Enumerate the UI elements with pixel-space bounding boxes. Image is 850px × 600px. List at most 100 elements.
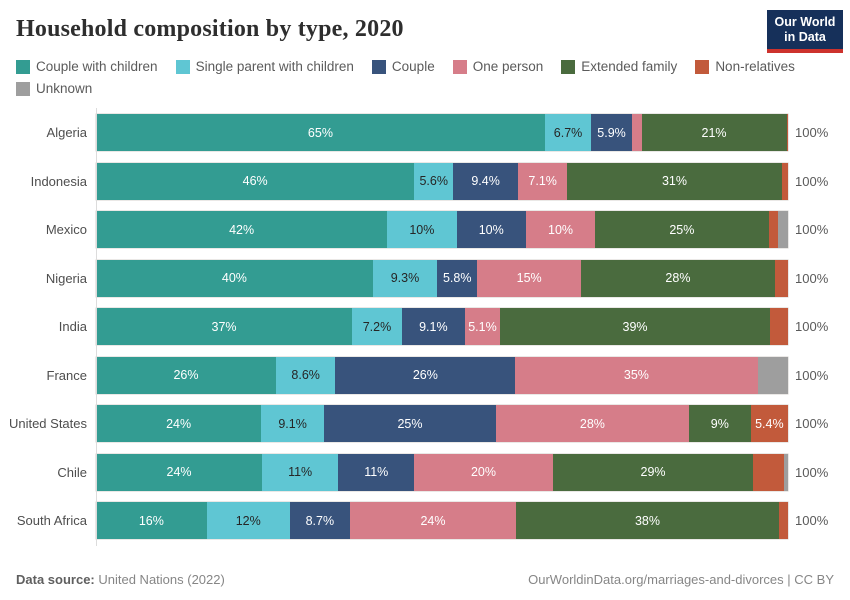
legend-label: Couple with children [36,59,158,74]
segment-value-label: 65% [307,125,333,140]
bar-segment[interactable] [753,453,784,491]
bar-segment[interactable]: 38% [516,502,779,539]
stacked-bar: 42% 10% 10% 10% 25% [96,211,788,248]
segment-value-label: 28% [579,416,605,431]
country-label: Mexico [45,222,87,237]
bar-segment[interactable]: 24% [96,405,262,442]
bar-segment[interactable] [781,162,788,200]
bar-segment[interactable]: 20% [414,453,553,491]
bar-segment[interactable]: 5.6% [414,162,454,200]
owid-logo-line1: Our World [774,15,836,29]
bar-segment[interactable] [631,114,642,151]
bar-segment[interactable]: 6.7% [544,114,592,151]
bar-row: United States 24% 9.1% 25% 28% 9% 5.4% 100% [0,405,850,442]
segment-value-label: 5.8% [442,271,472,285]
segment-value-label: 12% [235,513,261,528]
country-label: France [46,367,87,383]
bar-segment[interactable]: 26% [335,356,516,394]
bar-segment[interactable]: 9.1% [401,308,465,345]
bar-segment[interactable]: 21% [641,114,787,151]
legend-label: Extended family [581,59,678,74]
bar-segment[interactable]: 29% [552,453,754,491]
bar-segment[interactable]: 10% [387,211,457,248]
bar-segment[interactable]: 11% [262,453,339,491]
bar-segment[interactable]: 26% [96,356,276,394]
bar-segment[interactable]: 8.7% [289,502,350,539]
bar-segment[interactable] [768,211,778,248]
bar-segment[interactable]: 5.9% [591,114,632,151]
stacked-bar: 26% 8.6% 26% 35% [96,356,788,394]
segment-value-label: 6.7% [553,125,583,140]
total-label: 100% [795,416,829,431]
bar-segment[interactable]: 10% [525,211,596,248]
bar-segment[interactable]: 46% [96,162,415,200]
bar-segment[interactable]: 9% [688,405,751,442]
bar-segment[interactable]: 28% [496,405,689,442]
bar-segment[interactable]: 16% [96,502,207,539]
bar-segment[interactable]: 10% [456,211,526,248]
segment-value-label: 24% [166,416,192,431]
bar-segment[interactable] [774,259,788,297]
bar-segment[interactable]: 7.2% [352,308,402,345]
credit-link[interactable]: OurWorldinData.org/marriages-and-divorce… [528,572,834,587]
bar-segment[interactable]: 8.6% [275,356,336,394]
data-source: Data source: United Nations (2022) [16,572,225,587]
bar-segment[interactable]: 39% [500,308,770,345]
bar-segment[interactable] [769,308,788,345]
bar-segment[interactable]: 65% [96,114,545,151]
segment-value-label: 20% [470,465,496,479]
chart-title: Household composition by type, 2020 [16,16,404,42]
bar-segment[interactable]: 9.1% [261,405,324,442]
total-label: 100% [795,464,829,480]
legend-label: Non-relatives [715,59,795,74]
legend-label: Couple [391,59,435,74]
bar-row: Indonesia 46% 5.6% 9.4% 7.1% 31% 100% [0,162,850,200]
bar-segment[interactable]: 28% [581,259,775,297]
bar-segment[interactable] [778,502,788,539]
chart-rows: Algeria 65% 6.7% 5.9% 21% 100% Indonesia 46% 5.6… [0,114,850,539]
bar-row: Nigeria 40% 9.3% 5.8% 15% 28% 100% [0,259,850,297]
bar-segment[interactable]: 37% [96,308,353,345]
bar-segment[interactable]: 15% [477,259,582,297]
bar-segment[interactable]: 25% [323,405,497,442]
bar-segment[interactable]: 9.3% [372,259,438,297]
legend-item-one-person: One person [452,59,543,74]
total-label: 100% [795,222,829,237]
legend-swatch-icon [371,59,386,74]
bar-segment[interactable] [757,356,788,394]
segment-value-label: 28% [665,271,691,285]
segment-value-label: 24% [166,465,192,479]
segment-value-label: 9.3% [390,271,420,285]
legend: Couple with children Single parent with c… [16,59,816,96]
segment-value-label: 25% [669,222,695,237]
bar-segment[interactable] [786,114,788,151]
bar-segment[interactable]: 24% [349,502,517,539]
country-label: Algeria [46,125,87,140]
stacked-bar: 24% 11% 11% 20% 29% [96,453,788,491]
bar-segment[interactable]: 31% [567,162,782,200]
segment-value-label: 40% [221,271,247,285]
bar-segment[interactable]: 5.8% [437,259,478,297]
bar-segment[interactable]: 5.1% [464,308,501,345]
bar-segment[interactable]: 42% [96,211,388,248]
total-label: 100% [795,125,829,140]
stacked-bar: 16% 12% 8.7% 24% 38% [96,502,788,539]
bar-segment[interactable] [783,453,788,491]
stacked-bar: 40% 9.3% 5.8% 15% 28% [96,259,788,297]
bar-segment[interactable]: 11% [338,453,415,491]
segment-value-label: 5.6% [419,174,448,188]
segment-value-label: 42% [229,222,255,237]
bar-segment[interactable]: 24% [96,453,263,491]
bar-segment[interactable]: 5.4% [750,405,788,442]
total-label: 100% [795,270,829,286]
bar-segment[interactable]: 7.1% [518,162,568,200]
bar-segment[interactable]: 9.4% [453,162,519,200]
bar-segment[interactable]: 12% [206,502,290,539]
bar-segment[interactable]: 25% [595,211,769,248]
bar-segment[interactable]: 40% [96,259,373,297]
bar-segment[interactable] [777,211,788,248]
bar-segment[interactable]: 35% [515,356,758,394]
data-source-value: United Nations (2022) [94,572,225,587]
segment-value-label: 26% [412,368,438,382]
segment-value-label: 8.7% [305,513,335,528]
